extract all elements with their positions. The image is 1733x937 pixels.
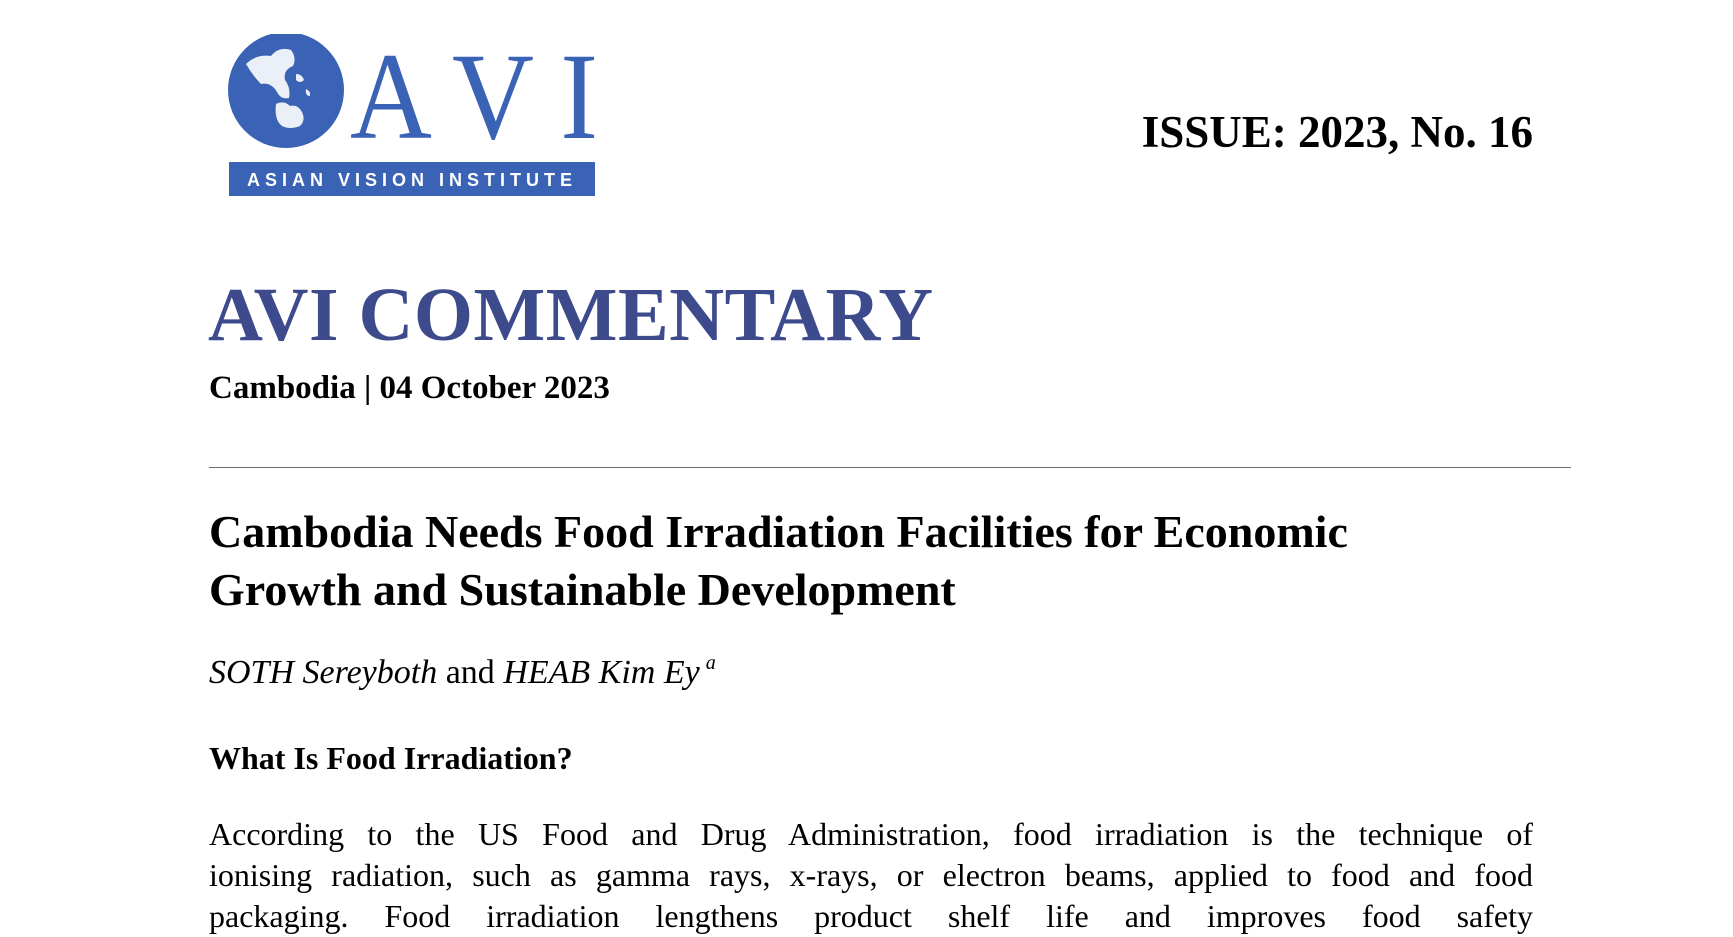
authors: SOTH Sereyboth and HEAB Kim Ey a <box>209 652 716 692</box>
title-line: Cambodia Needs Food Irradiation Faciliti… <box>209 506 1348 557</box>
divider <box>209 467 1571 468</box>
avi-logo: A V I ASIAN VISION INSTITUTE <box>226 28 598 200</box>
affiliation-mark: a <box>705 652 716 674</box>
body-line: ionising radiation, such as gamma rays, … <box>209 857 1533 893</box>
logo-banner-text: ASIAN VISION INSTITUTE <box>247 170 577 190</box>
author-conjunction: and <box>445 654 495 691</box>
issue-number: ISSUE: 2023, No. 16 <box>1141 107 1533 157</box>
body-line: According to the US Food and Drug Admini… <box>209 816 1533 852</box>
dateline: Cambodia | 04 October 2023 <box>209 370 610 406</box>
series-title: AVI COMMENTARY <box>208 273 934 357</box>
section-heading: What Is Food Irradiation? <box>209 740 573 776</box>
body-line: packaging. Food irradiation lengthens pr… <box>209 898 1533 934</box>
title-line: Growth and Sustainable Development <box>209 564 956 615</box>
author-1: SOTH Sereyboth <box>209 654 438 691</box>
author-2: HEAB Kim Ey <box>503 654 700 691</box>
article-title: Cambodia Needs Food Irradiation Faciliti… <box>209 503 1348 619</box>
logo-letters: A V I <box>350 34 598 165</box>
body-paragraph: According to the US Food and Drug Admini… <box>209 814 1533 937</box>
